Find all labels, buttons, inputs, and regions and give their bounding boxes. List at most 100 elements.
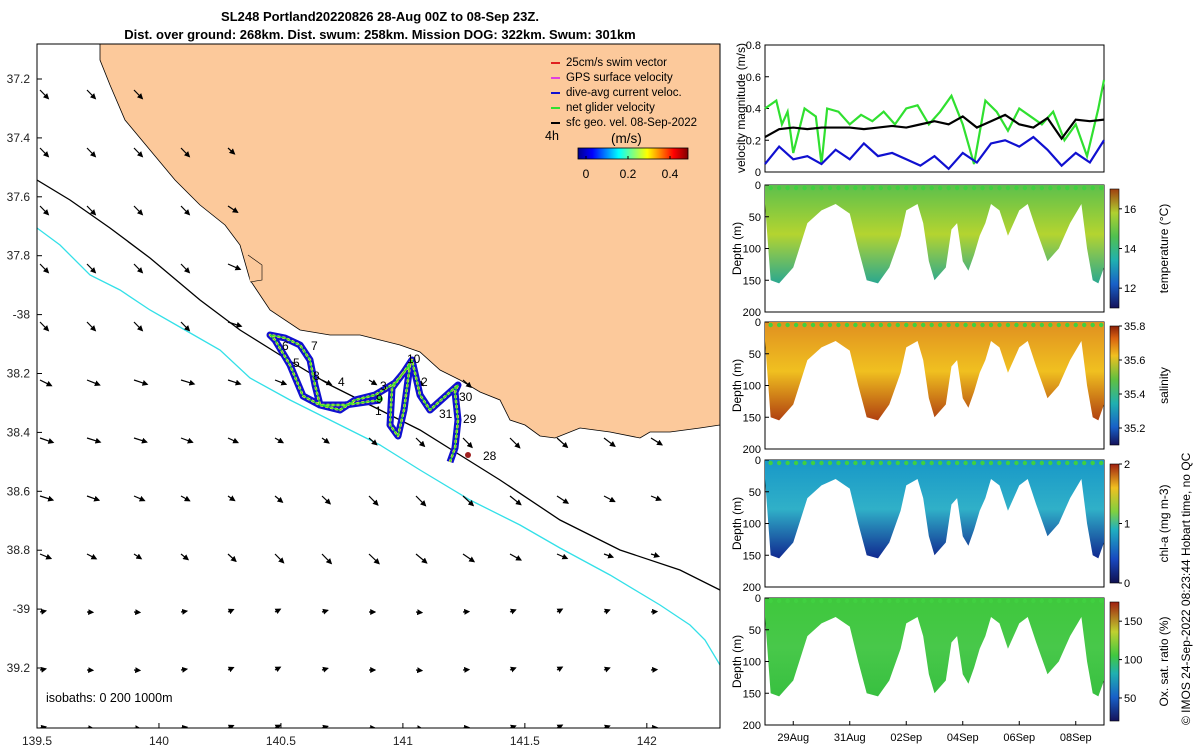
velocity-arrow (227, 205, 239, 214)
depth-tick-label: 50 (749, 487, 761, 499)
surface-sample-dot (1065, 322, 1070, 328)
velocity-arrow (227, 147, 236, 155)
velocity-arrow (86, 553, 98, 560)
velocity-plot-frame (764, 44, 1105, 173)
velocity-arrow (603, 437, 616, 448)
legend-label: net glider velocity (566, 102, 655, 114)
day-label: 4 (338, 375, 345, 389)
surface-sample-dot (1031, 460, 1036, 466)
surface-sample-dot (954, 185, 960, 191)
velocity-arrow (39, 205, 50, 216)
velocity-arrow (86, 147, 97, 158)
velocity-series-line (764, 113, 1105, 141)
velocity-arrow (274, 553, 285, 564)
legend-label: 25cm/s swim vector (566, 57, 667, 69)
surface-sample-dot (912, 460, 917, 466)
map-y-tick-label: 37.4 (7, 131, 31, 145)
surface-sample-dot (878, 460, 884, 466)
surface-sample-dot (1098, 598, 1104, 604)
velocity-arrow (415, 437, 426, 448)
surface-sample-dot (802, 322, 807, 328)
map-y-tick-label: -39 (13, 602, 31, 616)
velocity-arrow (274, 666, 282, 673)
surface-sample-dot (937, 460, 943, 466)
surface-sample-dot (1065, 460, 1070, 466)
surface-sample-dot (929, 185, 934, 191)
surface-sample-dot (1031, 598, 1036, 604)
surface-sample-dot (946, 460, 951, 466)
velocity-arrow (462, 553, 476, 563)
surface-sample-dot (844, 322, 850, 328)
surface-sample-dot (802, 598, 807, 604)
velocity-arrow (321, 495, 332, 505)
velocity-y-tick-label: 0.4 (746, 104, 761, 116)
velocity-arrow (509, 553, 523, 561)
velocity-arrow (227, 495, 236, 502)
velocity-arrow (39, 437, 55, 444)
velocity-arrow (133, 89, 144, 100)
velocity-arrow (180, 437, 194, 444)
velocity-arrow (321, 666, 329, 673)
depth-tick-label: 0 (755, 455, 761, 467)
surface-sample-dot (921, 185, 926, 191)
surface-sample-dot (861, 460, 867, 466)
velocity-arrow (227, 263, 242, 271)
surface-sample-dot (878, 185, 884, 191)
profile-section-fill (765, 322, 1104, 421)
velocity-arrow (509, 666, 517, 673)
surface-sample-dot (768, 185, 773, 191)
velocity-arrow (415, 553, 428, 564)
surface-sample-dot (1082, 460, 1087, 466)
surface-sample-dot (887, 460, 892, 466)
surface-sample-dot (1056, 185, 1062, 191)
surface-sample-dot (1090, 322, 1095, 328)
velocity-y-tick-label: 0.6 (746, 72, 761, 84)
surface-sample-dot (861, 598, 867, 604)
surface-sample-dot (853, 185, 858, 191)
velocity-arrow (368, 379, 378, 386)
surface-sample-dot (988, 460, 994, 466)
surface-sample-dot (946, 598, 951, 604)
surface-sample-dot (1048, 322, 1053, 328)
surface-sample-dot (802, 460, 807, 466)
surface-sample-dot (980, 185, 985, 191)
surface-sample-dot (963, 598, 968, 604)
figure-title-line1: SL248 Portland20220826 28-Aug 00Z to 08-… (221, 9, 539, 24)
surface-sample-dot (895, 598, 900, 604)
velocity-arrow (227, 553, 237, 563)
velocity-arrow (180, 553, 190, 561)
surface-sample-dot (937, 185, 943, 191)
depth-tick-label: 0 (755, 593, 761, 605)
surface-sample-dot (785, 322, 790, 328)
velocity-arrow (39, 89, 50, 100)
day-label: 28 (483, 449, 497, 463)
day-label: 30 (459, 390, 473, 404)
day-label: 1 (375, 404, 382, 418)
surface-sample-dot (853, 598, 858, 604)
velocity-arrow (180, 495, 191, 502)
velocity-arrow (321, 437, 330, 444)
surface-sample-dot (853, 460, 858, 466)
surface-sample-dot (1065, 598, 1070, 604)
depth-tick-label: 100 (743, 519, 761, 531)
map-y-tick-label: 38.2 (7, 367, 31, 381)
surface-sample-dot (776, 322, 782, 328)
surface-sample-dot (887, 185, 892, 191)
map-y-tick-label: 39.2 (7, 661, 31, 675)
velocity-arrow (133, 263, 144, 274)
map-x-tick-label: 140 (149, 734, 169, 748)
glider-track (266, 331, 471, 464)
surface-sample-dot (1048, 598, 1053, 604)
colorbar-tick-label: 16 (1124, 204, 1136, 216)
velocity-arrow (462, 379, 472, 389)
depth-tick-label: 150 (743, 275, 761, 287)
surface-sample-dot (1014, 185, 1019, 191)
surface-sample-dot (887, 598, 892, 604)
footer-note: © IMOS 24-Sep-2022 08:23:44 Hobart time,… (1179, 452, 1193, 725)
time-tick-label: 02Sep (890, 732, 922, 744)
velocity-arrow (180, 147, 191, 158)
depth-axis-label: Depth (m) (730, 635, 744, 688)
velocity-arrow (227, 437, 240, 444)
